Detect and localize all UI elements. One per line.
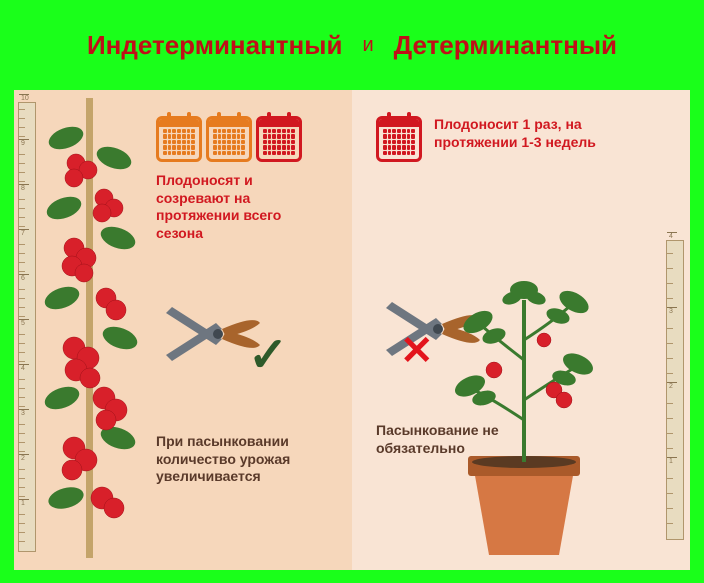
header: Индетерминантный и Детерминантный xyxy=(0,0,704,90)
title-separator: и xyxy=(362,34,373,57)
shears-caption-left: При пасынковании количество урожая увели… xyxy=(156,433,336,486)
calendar-caption-right: Плодоносит 1 раз, на протяжении 1-3 неде… xyxy=(434,116,644,151)
checkmark-icon: ✓ xyxy=(248,327,288,383)
ruler-right: 1234 xyxy=(666,240,684,540)
title-left: Индетерминантный xyxy=(87,30,342,61)
potted-tomato-plant xyxy=(424,240,624,560)
calendar-row-right: Плодоносит 1 раз, на протяжении 1-3 неде… xyxy=(376,116,644,162)
calendar-icon xyxy=(376,116,422,162)
panels-row: 12345678910 xyxy=(14,90,690,570)
calendar-icon xyxy=(256,116,302,162)
panel-determinate: 1234 Плодоносит 1 раз, на протяжении 1-3… xyxy=(352,90,690,570)
calendar-icon xyxy=(156,116,202,162)
shears-block-left: ✓ При пасынковании количество урожая уве… xyxy=(156,295,336,486)
calendar-caption-left: Плодоносят и созревают на протяжении все… xyxy=(156,172,326,242)
ruler-left: 12345678910 xyxy=(18,102,36,552)
panel-indeterminate: 12345678910 xyxy=(14,90,352,570)
infographic-root: Индетерминантный и Детерминантный 123456… xyxy=(0,0,704,583)
outer-frame: Индетерминантный и Детерминантный 123456… xyxy=(0,0,704,583)
calendar-row-left: Плодоносят и созревают на протяжении все… xyxy=(156,116,326,242)
title-right: Детерминантный xyxy=(394,30,617,61)
tall-tomato-plant xyxy=(36,98,146,558)
calendar-icon xyxy=(206,116,252,162)
